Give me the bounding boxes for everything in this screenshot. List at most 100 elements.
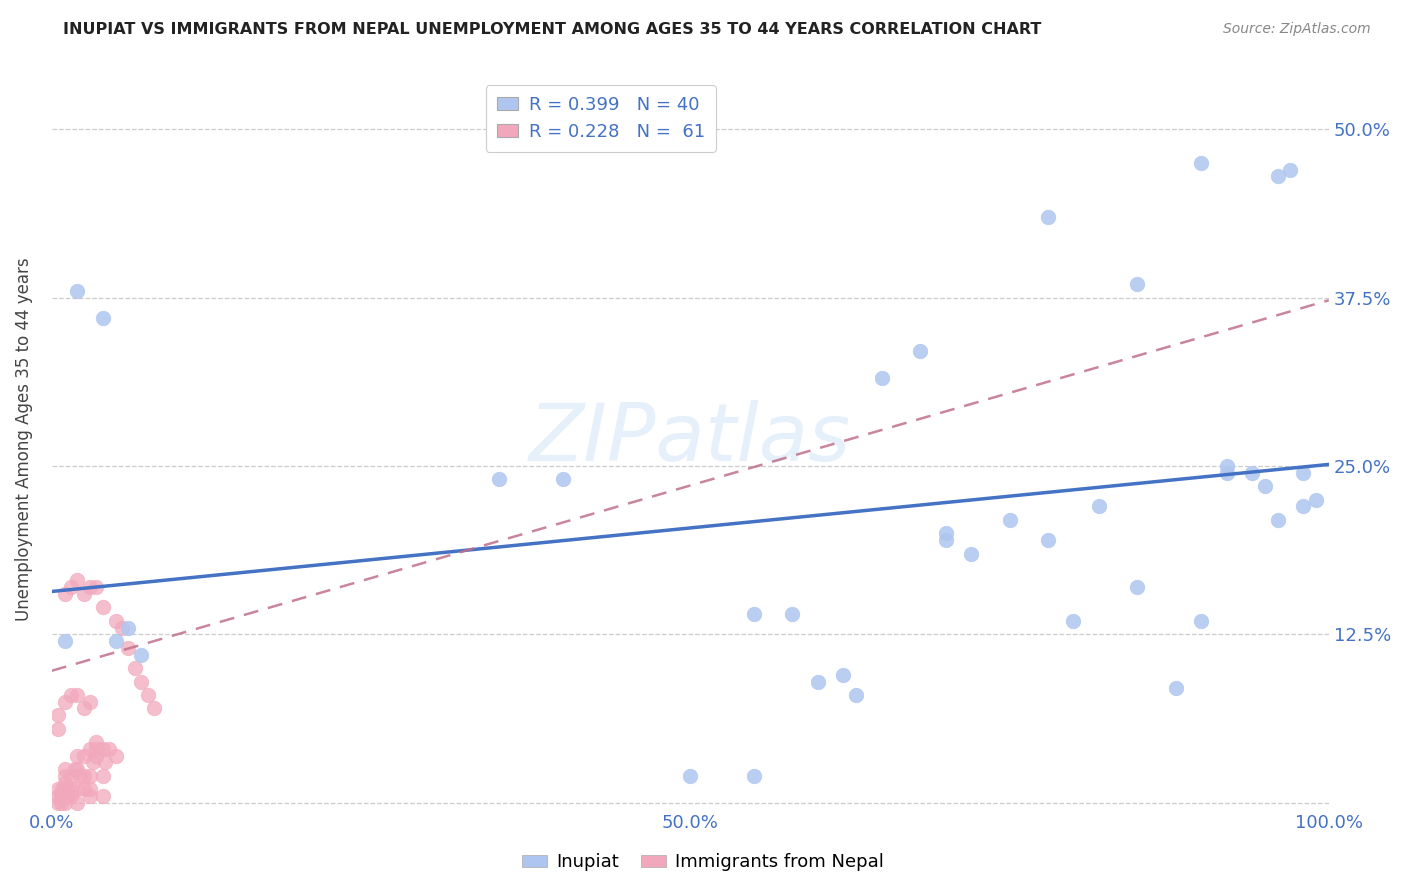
Point bbox=[935, 526, 957, 541]
Point bbox=[1164, 681, 1187, 696]
Point bbox=[79, 695, 101, 709]
Point bbox=[86, 748, 108, 763]
Point bbox=[53, 796, 76, 810]
Point bbox=[59, 688, 82, 702]
Point bbox=[1215, 458, 1237, 473]
Point bbox=[91, 600, 114, 615]
Point bbox=[73, 748, 96, 763]
Point bbox=[51, 782, 73, 797]
Point bbox=[53, 775, 76, 789]
Point bbox=[1305, 492, 1327, 507]
Point bbox=[73, 782, 96, 797]
Point bbox=[46, 722, 69, 736]
Point bbox=[870, 371, 893, 385]
Point bbox=[63, 762, 86, 776]
Point bbox=[79, 742, 101, 756]
Point bbox=[46, 789, 69, 803]
Point bbox=[82, 756, 104, 770]
Point bbox=[935, 533, 957, 547]
Point bbox=[807, 674, 830, 689]
Point bbox=[66, 796, 89, 810]
Point bbox=[46, 782, 69, 797]
Legend: Inupiat, Immigrants from Nepal: Inupiat, Immigrants from Nepal bbox=[515, 847, 891, 879]
Point bbox=[1189, 614, 1212, 628]
Point bbox=[86, 735, 108, 749]
Point bbox=[66, 688, 89, 702]
Point bbox=[104, 634, 127, 648]
Point bbox=[998, 513, 1021, 527]
Legend: R = 0.399   N = 40, R = 0.228   N =  61: R = 0.399 N = 40, R = 0.228 N = 61 bbox=[485, 85, 716, 152]
Point bbox=[79, 769, 101, 783]
Point bbox=[1036, 533, 1059, 547]
Point bbox=[66, 574, 89, 588]
Point bbox=[1279, 162, 1302, 177]
Point bbox=[66, 762, 89, 776]
Point bbox=[1088, 500, 1111, 514]
Point bbox=[1126, 580, 1149, 594]
Point bbox=[1254, 479, 1277, 493]
Point bbox=[1062, 614, 1084, 628]
Point bbox=[91, 789, 114, 803]
Point bbox=[142, 701, 165, 715]
Point bbox=[117, 621, 139, 635]
Point bbox=[129, 674, 152, 689]
Point bbox=[66, 284, 89, 298]
Point bbox=[53, 782, 76, 797]
Point bbox=[742, 607, 765, 622]
Point bbox=[908, 344, 931, 359]
Point bbox=[129, 648, 152, 662]
Point bbox=[56, 782, 79, 797]
Point bbox=[73, 701, 96, 715]
Point bbox=[58, 789, 80, 803]
Point bbox=[53, 769, 76, 783]
Y-axis label: Unemployment Among Ages 35 to 44 years: Unemployment Among Ages 35 to 44 years bbox=[15, 257, 32, 621]
Point bbox=[66, 748, 89, 763]
Point bbox=[59, 782, 82, 797]
Point bbox=[104, 748, 127, 763]
Point bbox=[53, 762, 76, 776]
Point bbox=[845, 688, 868, 702]
Text: ZIPatlas: ZIPatlas bbox=[529, 400, 851, 478]
Point bbox=[488, 472, 510, 486]
Point bbox=[960, 547, 983, 561]
Text: Source: ZipAtlas.com: Source: ZipAtlas.com bbox=[1223, 22, 1371, 37]
Point bbox=[94, 756, 117, 770]
Point bbox=[98, 742, 121, 756]
Point bbox=[49, 796, 72, 810]
Point bbox=[73, 587, 96, 601]
Point bbox=[59, 789, 82, 803]
Point bbox=[782, 607, 804, 622]
Point bbox=[79, 580, 101, 594]
Point bbox=[86, 580, 108, 594]
Point bbox=[104, 614, 127, 628]
Point bbox=[69, 769, 91, 783]
Point bbox=[59, 580, 82, 594]
Point bbox=[91, 310, 114, 325]
Point bbox=[1292, 466, 1315, 480]
Point bbox=[73, 769, 96, 783]
Point bbox=[111, 621, 134, 635]
Point bbox=[551, 472, 574, 486]
Point bbox=[1189, 156, 1212, 170]
Point bbox=[136, 688, 159, 702]
Point bbox=[1215, 466, 1237, 480]
Point bbox=[679, 769, 702, 783]
Point bbox=[46, 708, 69, 723]
Point bbox=[1126, 277, 1149, 291]
Point bbox=[59, 769, 82, 783]
Point bbox=[1036, 210, 1059, 224]
Point bbox=[124, 661, 146, 675]
Point bbox=[117, 640, 139, 655]
Point bbox=[79, 782, 101, 797]
Point bbox=[742, 769, 765, 783]
Point bbox=[91, 769, 114, 783]
Point bbox=[1292, 500, 1315, 514]
Point bbox=[53, 587, 76, 601]
Text: INUPIAT VS IMMIGRANTS FROM NEPAL UNEMPLOYMENT AMONG AGES 35 TO 44 YEARS CORRELAT: INUPIAT VS IMMIGRANTS FROM NEPAL UNEMPLO… bbox=[63, 22, 1042, 37]
Point bbox=[46, 796, 69, 810]
Point bbox=[1241, 466, 1264, 480]
Point bbox=[1267, 513, 1289, 527]
Point bbox=[91, 742, 114, 756]
Point bbox=[53, 789, 76, 803]
Point bbox=[53, 695, 76, 709]
